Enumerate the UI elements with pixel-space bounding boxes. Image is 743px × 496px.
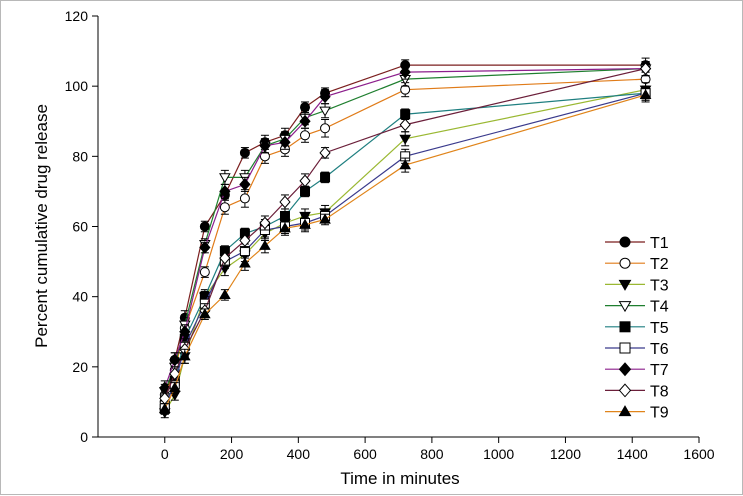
data-point	[320, 172, 331, 183]
data-point	[319, 90, 331, 104]
y-tick-label: 80	[72, 148, 88, 164]
data-point	[158, 402, 171, 414]
legend-marker	[619, 257, 631, 269]
legend-marker	[618, 383, 632, 398]
data-point	[279, 195, 291, 209]
legend-marker	[619, 342, 631, 354]
data-point	[219, 173, 231, 184]
x-tick-label: 1400	[617, 446, 648, 462]
legend-label: T2	[650, 256, 669, 273]
x-tick-label: 400	[287, 446, 311, 462]
legend-marker	[618, 301, 632, 313]
x-tick-label: 1200	[550, 446, 581, 462]
legend-label: T6	[650, 341, 669, 358]
legend-label: T4	[650, 299, 669, 316]
data-point	[279, 222, 291, 233]
data-point	[299, 174, 311, 188]
series-T7	[159, 61, 652, 396]
series-line-T7	[164, 68, 646, 389]
legend-marker	[618, 362, 632, 377]
y-tick-label: 60	[72, 219, 88, 235]
data-point	[219, 251, 231, 265]
data-point	[399, 118, 411, 132]
data-point	[239, 234, 251, 247]
series-T9	[158, 87, 652, 415]
legend-item-T5: T5	[605, 320, 669, 337]
legend-label: T9	[650, 405, 669, 422]
x-tick-label: 1600	[683, 446, 714, 462]
legend-marker	[619, 236, 631, 248]
plot-area	[158, 57, 652, 419]
data-point	[299, 114, 311, 128]
y-tick-label: 100	[65, 78, 89, 94]
legend-label: T8	[650, 383, 669, 400]
x-tick-label: 200	[220, 446, 244, 462]
data-point	[239, 193, 250, 204]
data-point	[639, 88, 652, 100]
data-point	[399, 159, 411, 170]
legend-item-T4: T4	[605, 299, 669, 316]
legend-item-T1: T1	[605, 235, 669, 252]
data-point	[178, 350, 191, 361]
legend-label: T5	[650, 320, 669, 337]
legend-marker	[618, 279, 632, 291]
legend-label: T3	[650, 277, 669, 294]
y-tick-label: 120	[65, 8, 89, 24]
legend-item-T6: T6	[605, 341, 669, 358]
data-point	[199, 267, 210, 278]
data-point	[639, 62, 652, 76]
legend-marker	[619, 321, 631, 333]
legend-item-T8: T8	[605, 383, 669, 400]
x-tick-label: 600	[353, 446, 377, 462]
legend-item-T3: T3	[605, 277, 669, 294]
data-point	[399, 134, 411, 145]
data-point	[219, 202, 230, 213]
data-point	[299, 218, 311, 229]
axes: 0 200 400 600 800 1000 1200 1400 1600 0 20 40 60 80 10…	[65, 8, 715, 462]
data-point	[259, 139, 271, 153]
data-point	[219, 185, 231, 198]
y-tick-label: 20	[72, 359, 88, 375]
data-point	[320, 123, 331, 134]
x-tick-label: 800	[420, 446, 444, 462]
legend-item-T7: T7	[605, 362, 669, 379]
legend: T1 T2 T3 T4 T5 T6 T7 T8 T9	[605, 235, 669, 422]
data-point	[179, 325, 191, 339]
x-tick-label: 1000	[483, 446, 514, 462]
data-point	[319, 146, 331, 160]
data-point	[169, 367, 181, 381]
data-point	[199, 308, 211, 319]
data-point	[259, 239, 271, 250]
data-point	[399, 65, 411, 79]
x-axis-title: Time in minutes	[340, 469, 459, 488]
legend-label: T1	[650, 235, 669, 252]
data-point	[279, 135, 291, 149]
data-point	[168, 381, 181, 392]
legend-item-T2: T2	[605, 256, 669, 273]
x-tick-label: 0	[161, 446, 169, 462]
data-point	[199, 221, 210, 232]
legend-marker	[618, 405, 632, 417]
y-tick-label: 40	[72, 289, 88, 305]
legend-item-T9: T9	[605, 405, 669, 422]
data-point	[219, 288, 231, 300]
data-point	[319, 106, 331, 117]
y-axis-title: Percent cumulative drug release	[32, 104, 51, 348]
y-tick-label: 0	[80, 429, 88, 445]
data-point	[239, 257, 251, 268]
data-point	[259, 216, 271, 230]
data-point	[169, 353, 181, 367]
legend-label: T7	[650, 362, 669, 379]
data-point	[319, 213, 331, 224]
data-point	[239, 147, 250, 158]
data-point	[199, 241, 211, 254]
data-point	[239, 178, 251, 191]
data-point	[300, 130, 311, 141]
series-line-T9	[164, 94, 646, 410]
